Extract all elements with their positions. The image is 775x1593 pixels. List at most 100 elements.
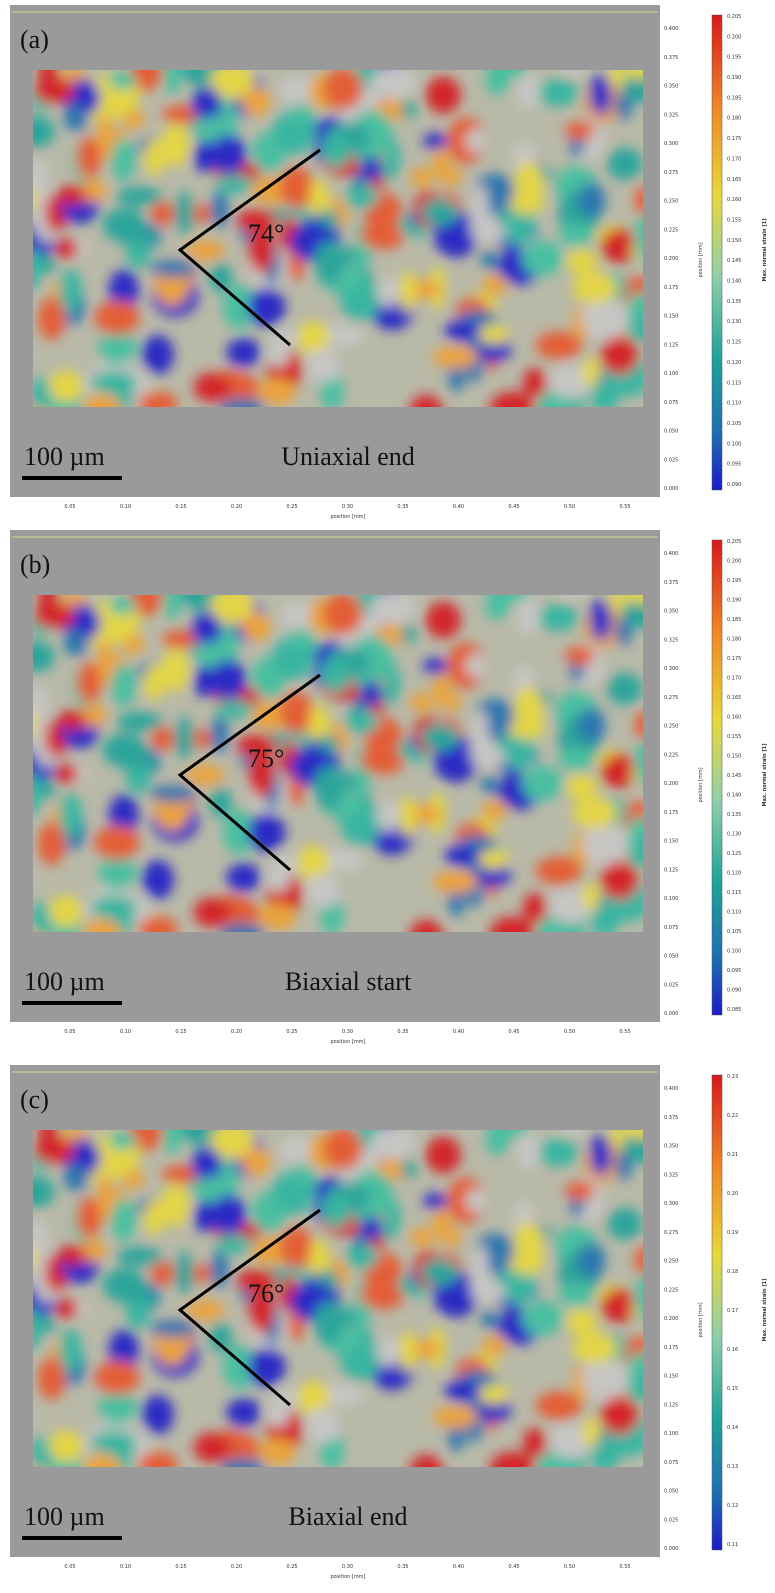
strain-blob (258, 903, 296, 931)
colorbar-tick-label: 0.100 (727, 441, 741, 447)
strain-blob (290, 103, 311, 125)
strain-blob (90, 895, 138, 922)
strain-blob (290, 628, 311, 650)
panel-label: (a) (20, 25, 49, 54)
strain-blob (33, 376, 51, 407)
strain-blob (174, 1252, 195, 1294)
strain-blob (193, 1432, 232, 1463)
colorbar-tick-label: 0.11 (727, 1542, 738, 1548)
y-axis-label: position [mm] (698, 767, 704, 802)
y-tick-label: 0.025 (664, 457, 678, 463)
strain-blob (581, 358, 601, 387)
strain-blob (577, 1242, 606, 1278)
strain-blob (420, 1258, 460, 1286)
strain-blob (370, 70, 416, 100)
x-tick-label: 0.25 (286, 1029, 297, 1035)
strain-blob (558, 222, 595, 246)
colorbar-tick-label: 0.140 (727, 279, 741, 285)
y-tick-label: 0.275 (664, 1230, 678, 1236)
strain-blob (522, 893, 547, 924)
colorbar-tick-label: 0.14 (727, 1425, 738, 1431)
y-tick-label: 0.000 (664, 1011, 678, 1017)
strain-blob (141, 1394, 174, 1435)
strain-blob (191, 1146, 222, 1183)
strain-blob (607, 147, 643, 180)
x-tick-label: 0.40 (453, 1564, 464, 1570)
x-tick-label: 0.30 (342, 1029, 353, 1035)
strain-blob (344, 710, 379, 735)
strain-blob (624, 1130, 643, 1139)
x-tick-label: 0.40 (453, 504, 464, 510)
strain-blob (82, 392, 122, 407)
strain-blob (248, 225, 275, 274)
strain-blob (137, 1451, 179, 1467)
strain-map (33, 1130, 643, 1467)
y-tick-label: 0.075 (664, 1460, 678, 1466)
strain-blob (137, 916, 179, 932)
strain-blob (214, 1235, 254, 1254)
y-tick-label: 0.150 (664, 1374, 678, 1380)
strain-blob (193, 372, 232, 403)
x-tick-label: 0.15 (175, 1029, 186, 1035)
strain-blob (314, 1301, 343, 1345)
strain-blob (634, 1245, 643, 1277)
colorbar-tick-label: 0.085 (727, 1007, 741, 1013)
strain-blob (37, 1357, 66, 1400)
strain-blob (33, 187, 36, 208)
strain-blob (344, 1245, 379, 1270)
strain-blob (314, 766, 343, 810)
strain-blob (564, 1181, 595, 1201)
strain-blob (119, 1290, 157, 1308)
strain-blob (33, 901, 51, 932)
strain-blob (33, 1307, 41, 1352)
y-tick-label: 0.400 (664, 551, 678, 557)
y-tick-label: 0.025 (664, 1517, 678, 1523)
colorbar-tick-label: 0.12 (727, 1503, 738, 1509)
strain-blob (423, 1192, 448, 1210)
strain-blob (589, 73, 612, 116)
colorbar-tick-label: 0.165 (727, 177, 741, 183)
strain-blob (589, 1133, 612, 1176)
y-tick-label: 0.300 (664, 666, 678, 672)
y-tick-label: 0.200 (664, 781, 678, 787)
strain-blob (516, 1132, 540, 1171)
strain-blob (582, 820, 630, 867)
strain-blob (33, 1218, 49, 1264)
strain-blob (108, 1329, 139, 1371)
strain-blob (94, 825, 140, 861)
strain-blob (163, 70, 182, 96)
y-axis-label: position [mm] (698, 242, 704, 277)
x-tick-label: 0.05 (64, 504, 75, 510)
x-tick-label: 0.10 (120, 504, 131, 510)
strain-blob (296, 845, 330, 881)
colorbar-tick-label: 0.150 (727, 238, 741, 244)
scale-bar-label: 100 µm (24, 442, 105, 471)
strain-blob (209, 1322, 232, 1353)
strain-blob (247, 287, 286, 328)
strain-blob (33, 158, 49, 204)
strain-blob (210, 1130, 255, 1160)
strain-blob (489, 391, 535, 407)
strain-blob (323, 595, 363, 636)
colorbar (711, 1074, 723, 1551)
strain-blob (400, 624, 417, 644)
strain-blob (614, 91, 632, 121)
strain-blob (535, 604, 580, 632)
colorbar-tick-label: 0.145 (727, 258, 741, 264)
strain-blob (47, 370, 84, 403)
y-tick-label: 0.175 (664, 1345, 678, 1351)
strain-blob (141, 334, 174, 375)
y-tick-label: 0.125 (664, 1402, 678, 1408)
strain-blob (360, 156, 383, 181)
x-tick-label: 0.55 (619, 1029, 630, 1035)
strain-blob (236, 1269, 278, 1293)
strain-blob (191, 611, 222, 648)
strain-blob (150, 1261, 178, 1286)
strain-blob (76, 137, 102, 179)
strain-blob (420, 723, 460, 751)
strain-blob (634, 1273, 643, 1320)
strain-blob (600, 860, 639, 901)
colorbar-tick-label: 0.130 (727, 832, 741, 838)
strain-blob (149, 1319, 197, 1338)
strain-blob (431, 1208, 451, 1235)
